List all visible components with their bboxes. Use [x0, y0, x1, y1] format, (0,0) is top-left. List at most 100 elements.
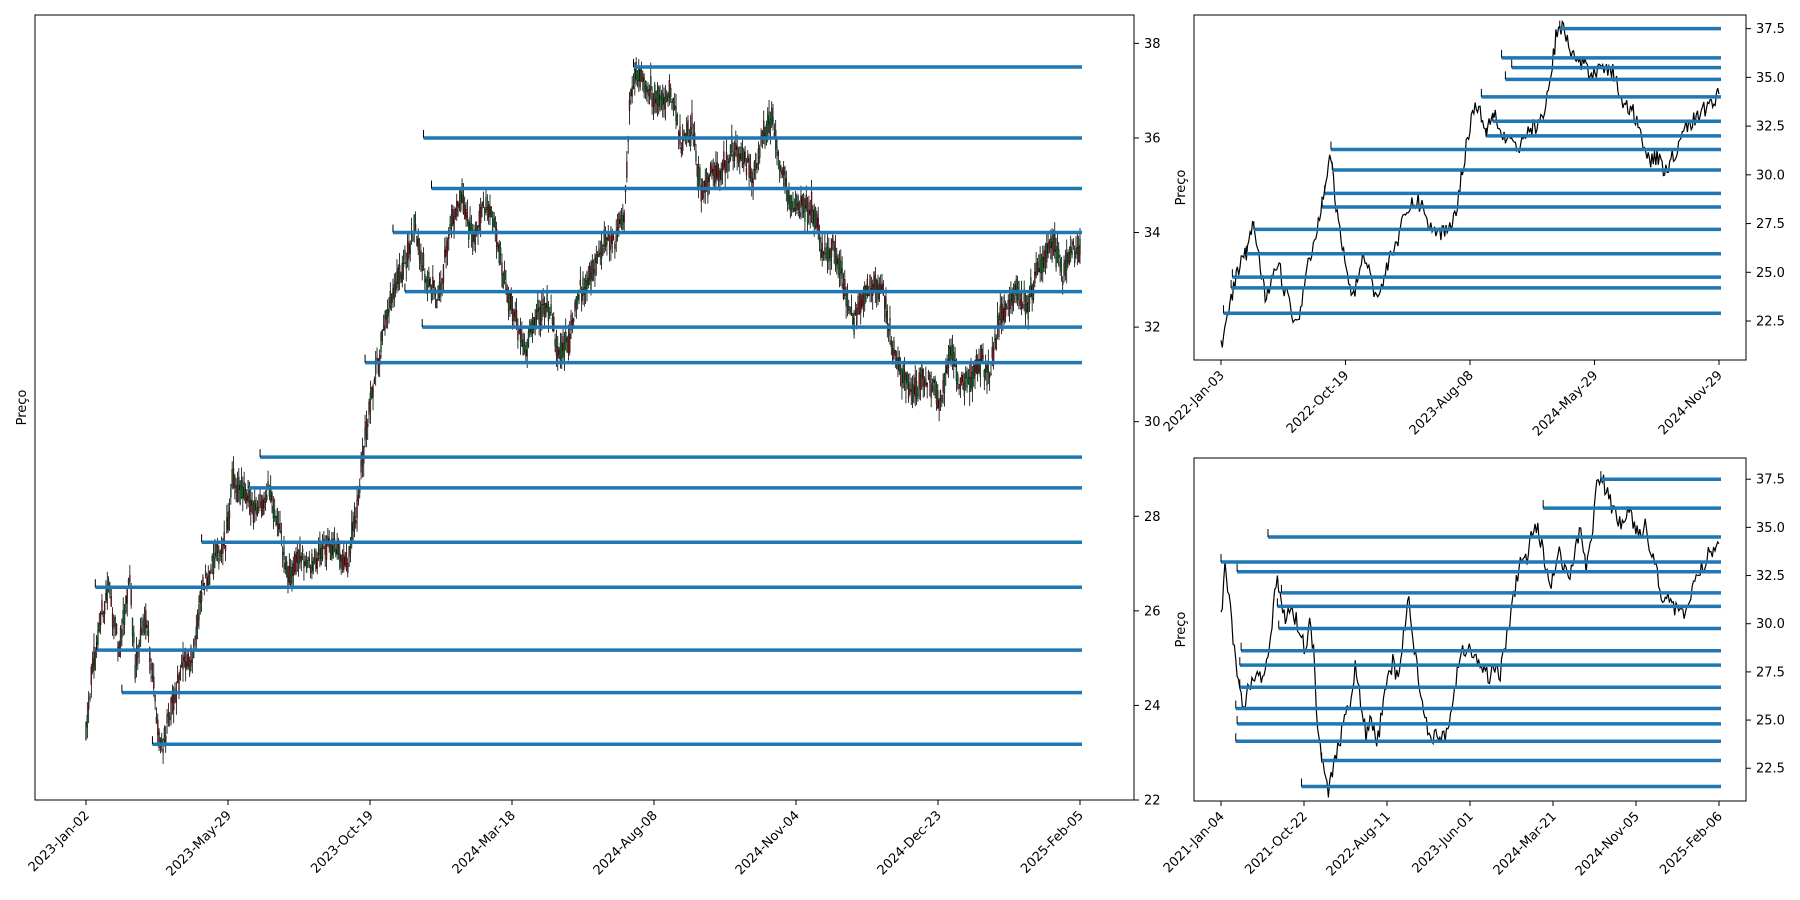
candle-up	[955, 365, 958, 382]
candle-up	[551, 317, 554, 325]
candle-down	[206, 574, 208, 586]
candle-up	[664, 96, 667, 110]
candle-down	[891, 348, 894, 363]
candle-up	[840, 261, 842, 274]
candle-up	[449, 223, 451, 229]
y-tick-label: 26	[1144, 604, 1161, 619]
candle-up	[999, 306, 1001, 321]
candle-up	[400, 274, 402, 283]
candle-up	[499, 247, 502, 255]
candle-down	[444, 249, 446, 258]
candle-down	[480, 207, 482, 224]
candle-down	[918, 372, 920, 387]
candle-up	[291, 566, 293, 583]
candle-down	[959, 377, 962, 389]
candle-up	[460, 191, 462, 211]
candle-down	[760, 135, 762, 145]
candle-up	[226, 517, 228, 533]
candle-up	[747, 155, 749, 162]
candle-down	[735, 143, 737, 151]
x-tick-label: 2023-May-29	[164, 808, 235, 879]
candle-up	[122, 610, 124, 624]
candle-down	[429, 279, 431, 287]
candle-up	[181, 662, 183, 668]
candle-down	[581, 289, 583, 301]
candle-down	[1038, 268, 1040, 272]
candle-down	[155, 716, 158, 724]
candle-up	[412, 236, 414, 242]
candle-up	[1046, 243, 1048, 263]
candle-down	[539, 306, 542, 326]
candle-down	[716, 162, 718, 179]
candle-up	[134, 665, 136, 679]
candle-up	[933, 379, 935, 383]
candle-up	[491, 218, 494, 231]
candle-up	[276, 508, 279, 525]
candle-up	[389, 290, 391, 309]
candle-up	[113, 625, 115, 630]
candle-up	[393, 284, 395, 300]
candle-up	[312, 561, 314, 571]
candle-down	[236, 484, 239, 503]
candle-down	[719, 170, 721, 182]
candle-down	[579, 280, 582, 286]
candle-down	[574, 302, 576, 312]
candle-up	[864, 286, 866, 305]
candle-up	[776, 147, 778, 156]
candle-down	[1047, 244, 1049, 255]
candle-down	[930, 383, 932, 399]
price-line	[1220, 19, 1720, 348]
candle-down	[1004, 303, 1007, 317]
candle-down	[914, 377, 916, 397]
candle-down	[984, 364, 987, 373]
candle-up	[86, 714, 88, 728]
candle-up	[1006, 305, 1008, 309]
candle-up	[788, 186, 790, 199]
candle-down	[232, 468, 235, 486]
candle-down	[365, 421, 368, 439]
candle-up	[586, 272, 588, 290]
candle-down	[158, 731, 160, 749]
candle-up	[957, 374, 959, 384]
candle-up	[848, 306, 850, 311]
candle-down	[173, 694, 175, 711]
candle-down	[739, 153, 741, 162]
candle-down	[648, 88, 651, 97]
candle-up	[114, 617, 116, 626]
candle-up	[935, 384, 938, 404]
candle-up	[917, 388, 919, 397]
candle-up	[418, 251, 421, 260]
candle-down	[1020, 292, 1023, 309]
candle-up	[289, 567, 292, 585]
candle-down	[562, 336, 564, 351]
candle-down	[642, 74, 644, 82]
candle-down	[1072, 241, 1075, 246]
candle-up	[737, 154, 740, 163]
candle-up	[307, 562, 309, 567]
candle-down	[210, 569, 212, 573]
y-tick-label: 28	[1144, 510, 1161, 525]
candle-down	[733, 151, 736, 161]
x-tick-label: 2023-Aug-08	[1407, 368, 1477, 438]
candle-up	[486, 206, 488, 211]
candle-down	[816, 213, 818, 228]
candle-down	[782, 166, 785, 176]
candle-down	[194, 638, 196, 646]
candle-down	[728, 158, 730, 163]
candle-up	[503, 270, 506, 281]
candle-up	[771, 108, 773, 126]
x-tick-label: 2025-Feb-05	[1018, 808, 1087, 877]
candle-up	[790, 201, 793, 210]
candle-up	[727, 161, 729, 172]
candle-up	[386, 308, 389, 317]
candle-down	[1043, 250, 1045, 268]
candle-down	[309, 565, 312, 573]
candle-down	[141, 627, 143, 635]
candle-up	[647, 90, 649, 95]
y-axis-label: Preço	[1174, 170, 1189, 206]
candle-up	[283, 547, 285, 560]
candle-down	[440, 283, 442, 294]
candle-up	[1023, 289, 1025, 302]
candle-up	[409, 243, 411, 254]
